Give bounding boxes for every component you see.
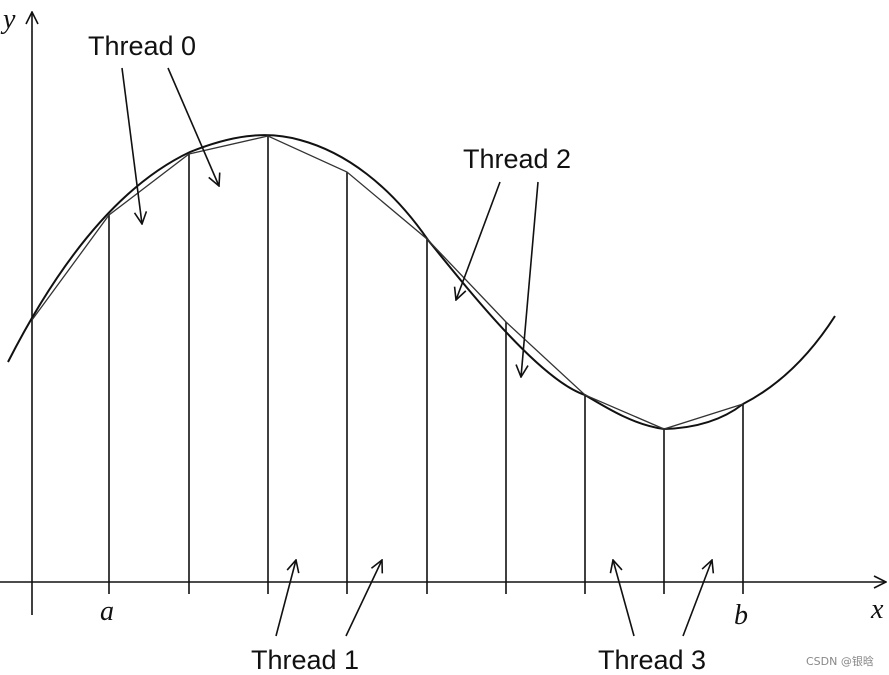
thread-3-arrow-left (613, 560, 635, 637)
x-axis-label: x (870, 594, 884, 625)
thread-3-label: Thread 3 (598, 645, 706, 675)
thread-1-arrow-left (275, 560, 296, 637)
a-label: a (100, 596, 114, 627)
thread-0-arrow-right (167, 67, 219, 186)
y-axis-label: y (0, 4, 16, 35)
thread-2-arrow-right (521, 181, 539, 377)
trapezoid-chords (31, 135, 744, 430)
thread-2-arrow-left (456, 181, 501, 300)
thread-1-label: Thread 1 (251, 645, 359, 675)
watermark: CSDN @银晗 (806, 654, 874, 668)
thread-0-label: Thread 0 (88, 31, 196, 61)
thread-0-arrow-left (121, 67, 142, 224)
partition-lines (108, 136, 744, 594)
thread-2-label: Thread 2 (463, 144, 571, 174)
thread-1-arrow-right (345, 560, 382, 637)
function-curve (7, 134, 836, 431)
b-label: b (734, 600, 748, 631)
thread-3-arrow-right (682, 560, 712, 637)
